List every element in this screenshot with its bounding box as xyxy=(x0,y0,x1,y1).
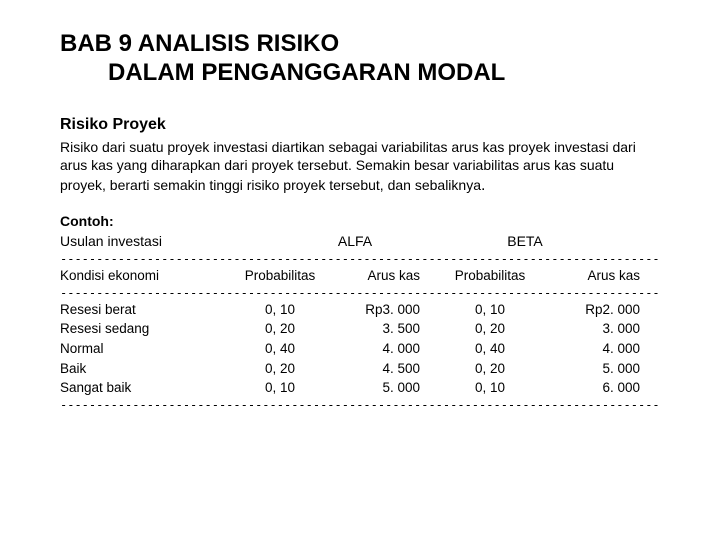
col-arus-a: Arus kas xyxy=(330,266,440,286)
cell-kondisi: Baik xyxy=(60,359,230,379)
cell-kondisi: Normal xyxy=(60,339,230,359)
period: . xyxy=(481,177,485,194)
group-alfa: ALFA xyxy=(270,231,440,251)
cell-arus-b: 4. 000 xyxy=(540,339,640,359)
col-probabilitas-b: Probabilitas xyxy=(440,266,540,286)
column-header-row: Kondisi ekonomi Probabilitas Arus kas Pr… xyxy=(60,266,660,286)
title-line-1: BAB 9 ANALISIS RISIKO xyxy=(60,30,660,59)
cell-prob-a: 0, 20 xyxy=(230,319,330,339)
cell-kondisi: Resesi berat xyxy=(60,300,230,320)
cell-prob-b: 0, 10 xyxy=(440,378,540,398)
cell-prob-a: 0, 40 xyxy=(230,339,330,359)
cell-prob-b: 0, 40 xyxy=(440,339,540,359)
table-row: Baik 0, 20 4. 500 0, 20 5. 000 xyxy=(60,359,660,379)
cell-arus-a: 4. 000 xyxy=(330,339,440,359)
table-row: Normal 0, 40 4. 000 0, 40 4. 000 xyxy=(60,339,660,359)
cell-arus-b: Rp2. 000 xyxy=(540,300,640,320)
cell-arus-a: 5. 000 xyxy=(330,378,440,398)
divider-line: ----------------------------------------… xyxy=(60,286,660,300)
example-label: Contoh: xyxy=(60,211,660,231)
table-row: Resesi berat 0, 10 Rp3. 000 0, 10 Rp2. 0… xyxy=(60,300,660,320)
title-line-2: DALAM PENGANGGARAN MODAL xyxy=(60,59,660,88)
chapter-title: BAB 9 ANALISIS RISIKO DALAM PENGANGGARAN… xyxy=(60,30,660,88)
cell-arus-b: 3. 000 xyxy=(540,319,640,339)
cell-arus-b: 5. 000 xyxy=(540,359,640,379)
cell-arus-a: 4. 500 xyxy=(330,359,440,379)
cell-prob-a: 0, 20 xyxy=(230,359,330,379)
proposal-label: Usulan investasi xyxy=(60,231,270,251)
example-block: Contoh: Usulan investasi ALFA BETA -----… xyxy=(60,211,660,412)
cell-kondisi: Resesi sedang xyxy=(60,319,230,339)
col-probabilitas-a: Probabilitas xyxy=(230,266,330,286)
col-arus-b: Arus kas xyxy=(540,266,640,286)
cell-prob-a: 0, 10 xyxy=(230,378,330,398)
cell-prob-b: 0, 20 xyxy=(440,319,540,339)
cell-kondisi: Sangat baik xyxy=(60,378,230,398)
body-text: Risiko dari suatu proyek investasi diart… xyxy=(60,139,636,194)
group-beta: BETA xyxy=(440,231,610,251)
group-header-row: Usulan investasi ALFA BETA xyxy=(60,231,660,251)
section-heading: Risiko Proyek xyxy=(60,116,660,134)
divider-line: ----------------------------------------… xyxy=(60,252,660,266)
divider-line: ----------------------------------------… xyxy=(60,398,660,412)
document-page: BAB 9 ANALISIS RISIKO DALAM PENGANGGARAN… xyxy=(0,0,720,540)
cell-prob-b: 0, 20 xyxy=(440,359,540,379)
cell-prob-a: 0, 10 xyxy=(230,300,330,320)
table-row: Sangat baik 0, 10 5. 000 0, 10 6. 000 xyxy=(60,378,660,398)
cell-arus-a: Rp3. 000 xyxy=(330,300,440,320)
col-kondisi: Kondisi ekonomi xyxy=(60,266,230,286)
table-row: Resesi sedang 0, 20 3. 500 0, 20 3. 000 xyxy=(60,319,660,339)
cell-arus-b: 6. 000 xyxy=(540,378,640,398)
cell-arus-a: 3. 500 xyxy=(330,319,440,339)
body-paragraph: Risiko dari suatu proyek investasi diart… xyxy=(60,138,660,197)
cell-prob-b: 0, 10 xyxy=(440,300,540,320)
